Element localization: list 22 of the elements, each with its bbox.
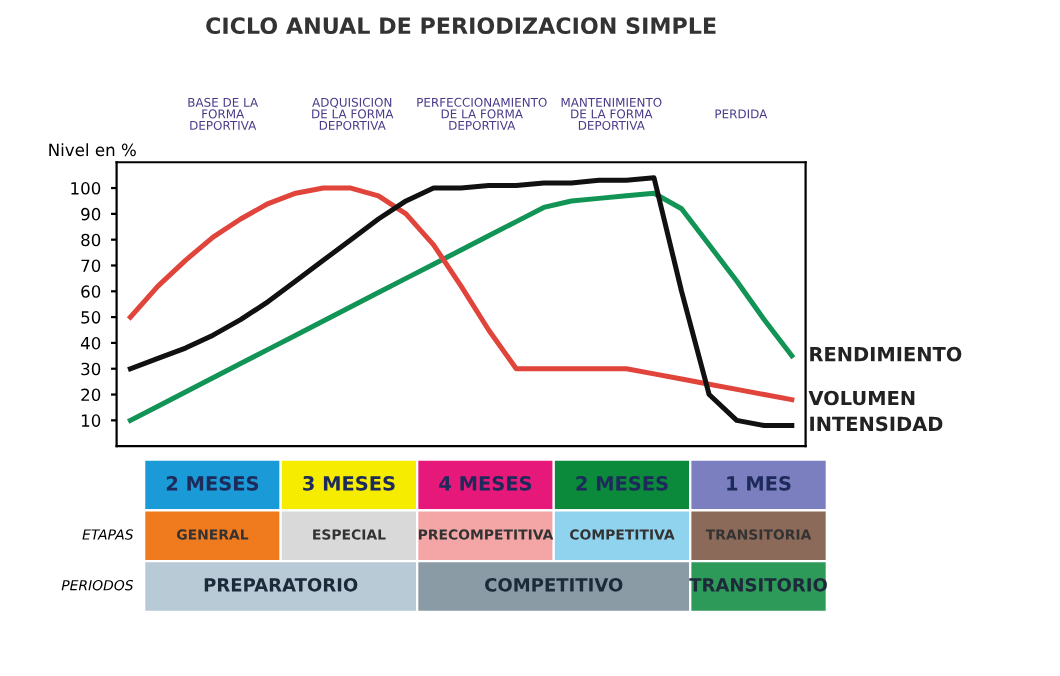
y-tick-label: 60 [81, 285, 101, 298]
y-tick-label: 50 [81, 311, 101, 324]
text: 4 MESES [439, 475, 532, 491]
y-tick-label: 30 [81, 362, 101, 376]
y-axis-title: Nivel en % [49, 143, 136, 157]
y-tick-label: 90 [81, 207, 101, 221]
text: 3 MESES [303, 475, 395, 491]
series-label: RENDIMIENTO [810, 346, 962, 362]
y-tick-label: 70 [81, 259, 101, 273]
y-tick-label: 10 [81, 414, 101, 427]
text: 2 MESES [166, 475, 259, 491]
chart-title: CICLO ANUAL DE PERIODIZACION SIMPLE [206, 17, 716, 35]
series-label: INTENSIDAD [810, 416, 943, 432]
text: 1 MES [727, 475, 791, 491]
y-tick-label: 100 [71, 182, 101, 195]
text: COMPETITIVO [485, 578, 623, 592]
text: PREPARATORIO [204, 578, 358, 592]
y-tick-label: 20 [81, 388, 101, 402]
text: 2 MESES [576, 475, 668, 491]
y-tick-label: 80 [81, 233, 101, 247]
y-tick-label: 40 [80, 336, 101, 350]
series-label: VOLUMEN [808, 390, 915, 406]
